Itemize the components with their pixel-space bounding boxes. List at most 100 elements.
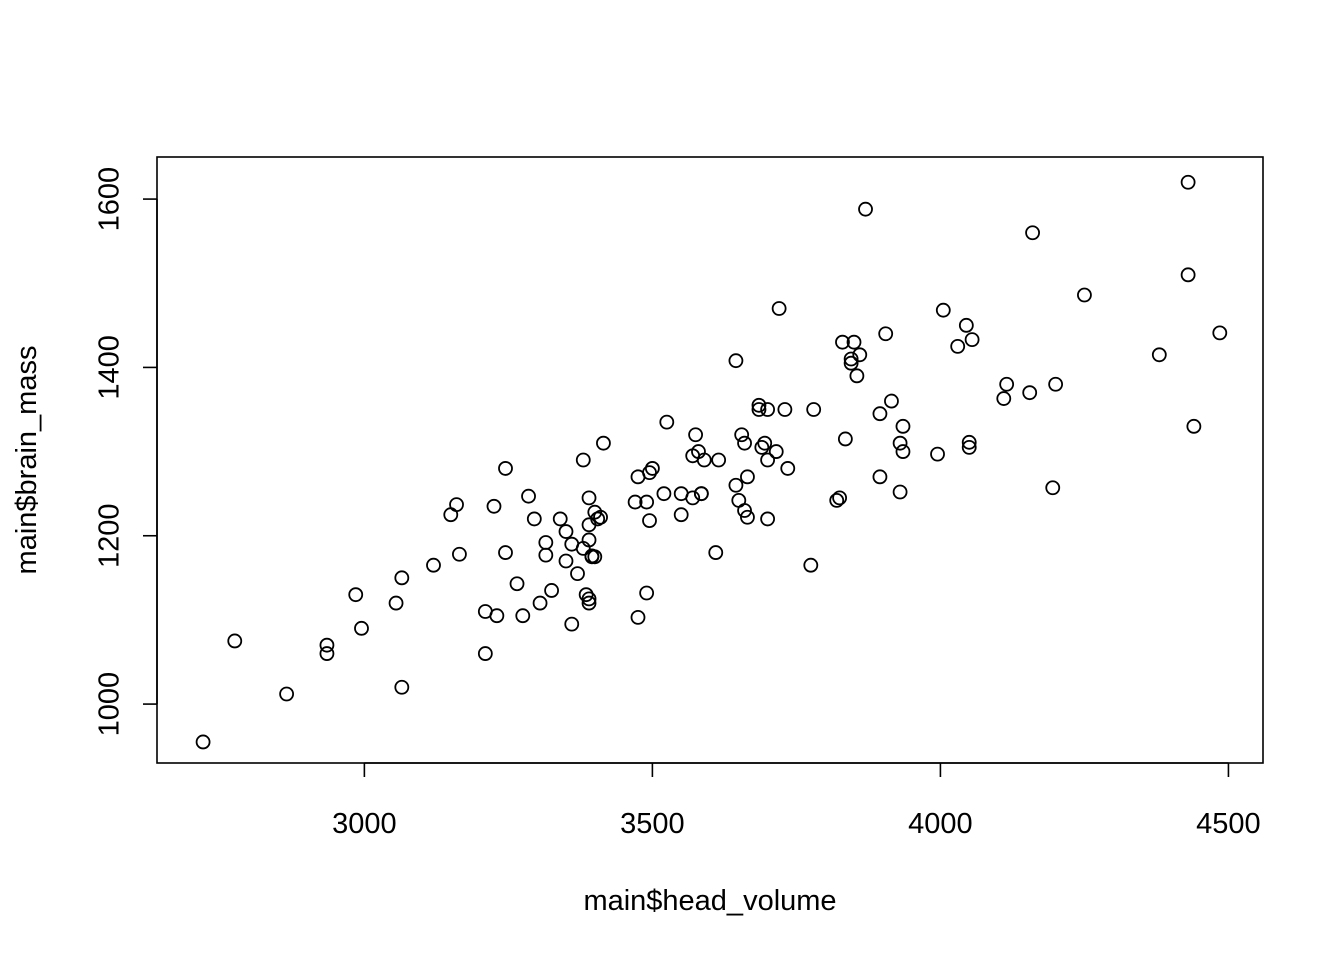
data-point: [872, 469, 888, 485]
x-tick-label: 4000: [908, 808, 973, 840]
data-point: [961, 434, 977, 450]
data-point: [803, 557, 819, 573]
data-point: [771, 301, 787, 316]
data-point: [751, 402, 767, 417]
data-point: [587, 549, 603, 565]
data-point: [538, 547, 554, 563]
data-point: [449, 497, 464, 513]
data-point: [348, 587, 364, 603]
data-point: [642, 465, 657, 481]
data-point: [740, 469, 755, 485]
data-point: [581, 591, 597, 607]
data-point: [711, 452, 727, 468]
x-axis-label: main$head_volume: [583, 885, 836, 917]
data-point: [279, 686, 295, 702]
data-point: [843, 351, 859, 367]
data-point: [659, 414, 675, 430]
data-point: [760, 511, 776, 527]
data-point: [737, 435, 752, 451]
data-point: [627, 494, 643, 510]
data-point: [961, 439, 977, 455]
data-point: [319, 637, 335, 653]
data-point: [858, 201, 873, 217]
data-point: [754, 439, 770, 455]
data-point: [1186, 418, 1202, 434]
data-point: [935, 302, 951, 318]
data-point: [584, 549, 600, 565]
data-point: [486, 498, 502, 514]
data-point: [696, 452, 712, 468]
data-point: [895, 418, 911, 434]
data-point: [564, 616, 580, 632]
data-point: [892, 484, 908, 500]
data-point: [581, 532, 597, 548]
data-point: [996, 391, 1012, 406]
data-point: [806, 402, 822, 417]
data-point: [999, 376, 1015, 392]
data-point: [760, 452, 776, 468]
data-point: [964, 332, 980, 348]
data-point: [757, 435, 773, 451]
data-point: [1212, 325, 1228, 341]
data-point: [768, 444, 784, 459]
data-point: [728, 353, 744, 369]
data-point: [498, 461, 513, 476]
data-point: [728, 477, 744, 493]
data-point: [1180, 267, 1196, 283]
data-point: [639, 585, 655, 601]
y-tick-label: 1200: [94, 503, 126, 568]
data-point: [509, 576, 525, 592]
data-point: [751, 397, 767, 413]
data-point: [832, 490, 848, 506]
data-point: [521, 488, 536, 504]
data-point: [878, 326, 894, 342]
data-point: [693, 486, 709, 502]
y-tick-label: 1400: [94, 335, 126, 400]
data-point: [1151, 347, 1167, 363]
data-point: [489, 608, 505, 624]
y-axis: 1000 1200 1400 1600: [94, 167, 158, 736]
y-tick-label: 1600: [94, 167, 126, 232]
data-point: [740, 509, 755, 525]
data-point: [1180, 174, 1196, 190]
data-point: [760, 402, 776, 417]
data-point: [630, 609, 646, 625]
data-point: [708, 545, 724, 560]
data-point: [596, 435, 611, 451]
data-point: [846, 334, 862, 350]
data-point: [884, 393, 899, 409]
data-point: [777, 402, 793, 417]
x-axis: 3000 3500 4000 4500: [332, 762, 1261, 840]
data-point: [575, 452, 591, 468]
x-tick-label: 3000: [332, 808, 397, 840]
data-point: [354, 620, 369, 636]
data-point: [737, 503, 752, 518]
data-point: [835, 334, 850, 350]
data-point: [319, 646, 335, 661]
data-point: [558, 553, 574, 569]
data-point: [394, 570, 410, 586]
data-point: [581, 490, 597, 506]
data-point: [526, 511, 542, 527]
data-point: [394, 679, 410, 695]
data-point: [780, 461, 796, 476]
data-point: [544, 583, 559, 598]
data-point: [477, 646, 493, 661]
data-point: [552, 511, 568, 527]
data-point: [930, 446, 945, 462]
data-point: [593, 509, 608, 525]
data-point: [570, 566, 585, 582]
data-point: [639, 494, 655, 510]
data-point: [581, 595, 597, 611]
data-point: [734, 427, 750, 443]
data-point: [829, 492, 845, 508]
data-point: [950, 338, 966, 354]
data-point: [195, 734, 211, 750]
data-point: [538, 535, 554, 550]
x-tick-label: 4500: [1196, 808, 1261, 840]
data-point: [558, 524, 574, 539]
data-point: [1077, 287, 1092, 303]
data-point: [498, 545, 513, 560]
data-point: [590, 511, 606, 527]
